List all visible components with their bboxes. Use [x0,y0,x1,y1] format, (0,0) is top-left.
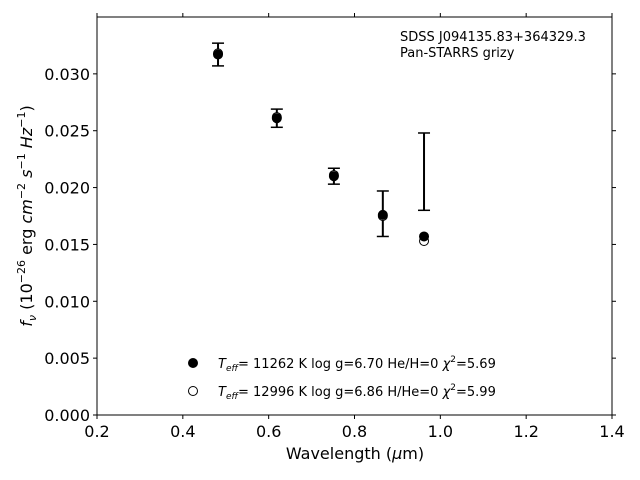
y-tick-label: 0.020 [44,179,90,198]
x-axis: 0.2 0.4 0.6 0.8 1.0 1.2 1.4 [84,13,625,441]
y-tick-label: 0.015 [44,235,90,254]
x-tick-label: 0.2 [84,422,109,441]
y-tick-label: 0.000 [44,406,90,425]
model-point-filled [419,231,430,242]
model-point-filled [271,113,282,124]
y-axis: 0.000 0.005 0.010 0.015 0.020 0.025 0.030 [44,65,616,425]
x-tick-label: 1.0 [428,422,453,441]
legend-marker-open [188,386,198,396]
x-tick-label: 0.6 [256,422,281,441]
model-point-filled [328,171,339,182]
x-tick-label: 0.4 [170,422,195,441]
legend-entry-2: Teff= 12996 K log g=6.86 H/He=0 χ2=5.99 [218,383,496,402]
data-markers [213,48,430,247]
legend-entry-1: Teff= 11262 K log g=6.70 He/H=0 χ2=5.69 [218,355,496,374]
legend-marker-filled [188,358,198,368]
annotation-line-1: SDSS J094135.83+364329.3 [400,30,586,45]
y-tick-label: 0.010 [44,292,90,311]
model-point-filled [377,209,388,220]
plot-frame [96,16,613,416]
x-tick-label: 1.4 [599,422,624,441]
annotation-line-2: Pan-STARRS grizy [400,46,515,61]
y-tick-label: 0.025 [44,122,90,141]
y-axis-label: fν (10−26 erg cm−2 s−1 Hz−1) [15,105,39,326]
error-bars [212,42,431,238]
x-tick-label: 1.2 [513,422,538,441]
y-tick-label: 0.005 [44,349,90,368]
model-point-filled [213,49,224,60]
x-axis-label: Wavelength (μm) [286,444,424,463]
x-tick-label: 0.8 [342,422,367,441]
y-tick-label: 0.030 [44,65,90,84]
